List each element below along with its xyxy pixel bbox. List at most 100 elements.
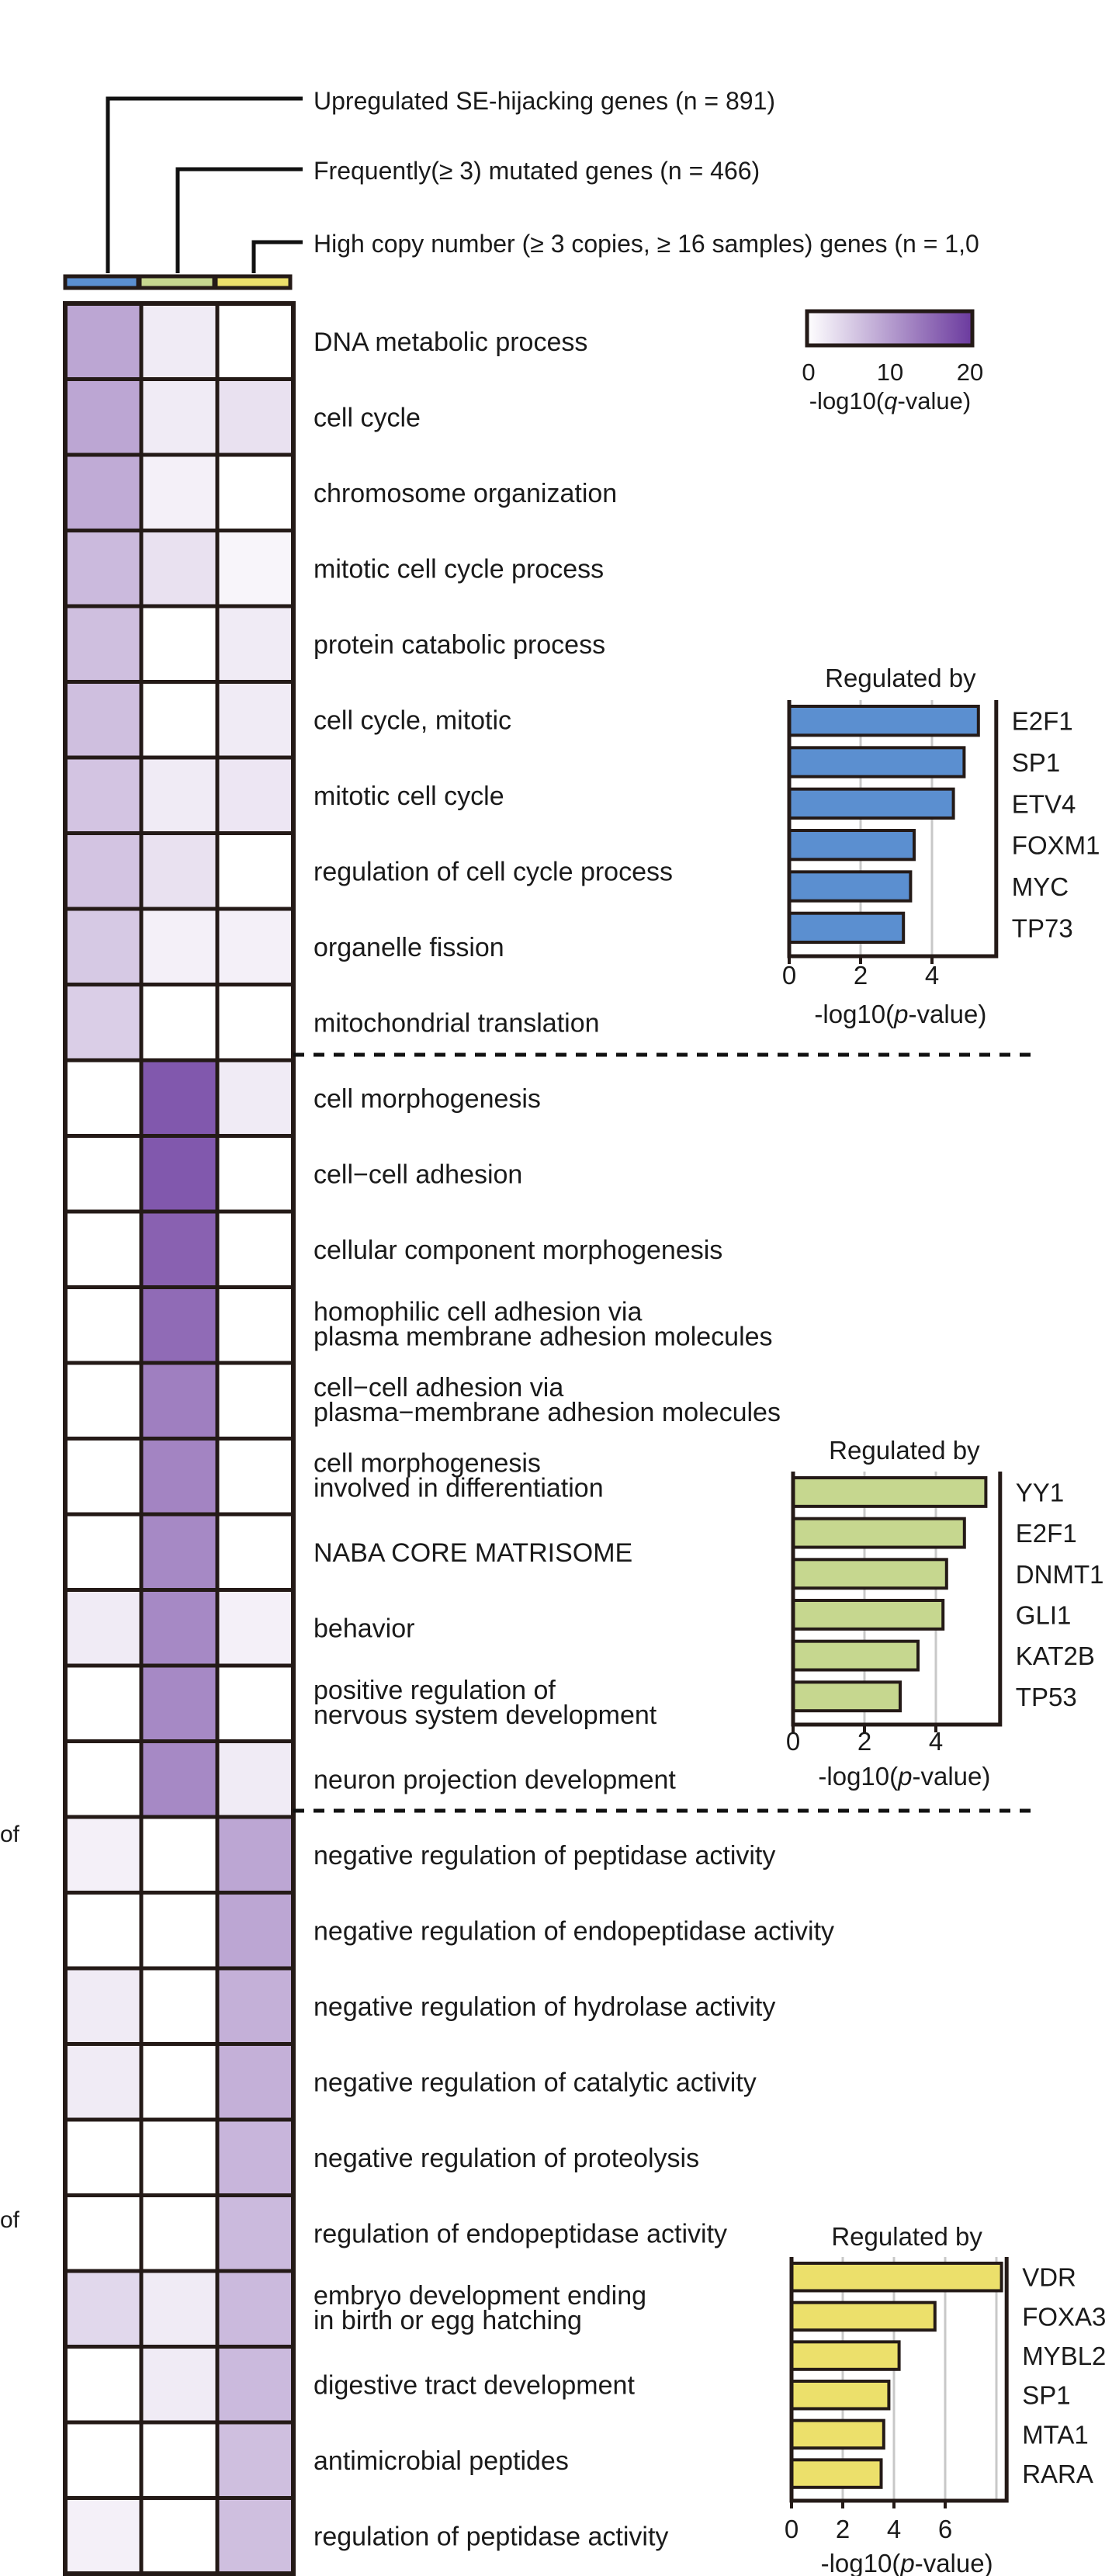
heatmap-cell-r18-c3: [215, 1588, 296, 1668]
heatmap-cell-r9-c1: [63, 907, 144, 986]
heatmap-cell-r3-c3: [215, 452, 296, 532]
tf-panel-1-label-etv4: ETV4: [1012, 789, 1076, 818]
heatmap-cell-r8-c2: [139, 831, 220, 911]
tf-panel-2-bar-dnmt1: [792, 1558, 948, 1590]
tf-panel-3-bar-mta1: [790, 2418, 885, 2450]
tf-panel-3-tick-4: 4: [887, 2515, 901, 2543]
heatmap-cell-r8-c3: [215, 831, 296, 911]
heatmap-cell-r6-c1: [63, 680, 144, 760]
tf-panel-1-xlabel: -log10(p-value): [814, 1000, 986, 1028]
tf-panel-2-tick-2: 2: [857, 1727, 871, 1756]
heatmap-cell-r20-c1: [63, 1739, 144, 1819]
heatmap-cell-r13-c2: [139, 1209, 220, 1289]
left-cutoff-label-1: of: [0, 1822, 20, 1847]
tf-panel-1-bar-tp73: [788, 911, 906, 944]
tf-panel-1-title: Regulated by: [825, 664, 976, 692]
heatmap-cell-r5-c1: [63, 604, 144, 684]
left-cutoff-label-2: of: [0, 2207, 20, 2233]
heatmap-cell-r4-c2: [139, 529, 220, 608]
tf-panel-3-tick-6: 6: [938, 2515, 952, 2543]
heatmap-cell-r27-c2: [139, 2269, 220, 2349]
tf-panel-3-tick-0: 0: [785, 2515, 799, 2543]
row-label-negative-regulation-of-endopeptidase-activity: negative regulation of endopeptidase act…: [314, 1916, 834, 1946]
tf-panel-2-label-dnmt1: DNMT1: [1016, 1560, 1104, 1589]
heatmap: [63, 301, 296, 2576]
header-connector-1: [106, 96, 303, 273]
heatmap-cell-r26-c2: [139, 2193, 220, 2273]
heatmap-cell-r7-c1: [63, 755, 144, 835]
row-label-regulation-of-peptidase-activity: regulation of peptidase activity: [314, 2522, 668, 2551]
row-label-cell-cell-adhesion: cell−cell adhesion: [314, 1160, 522, 1189]
heatmap-row-labels: DNA metabolic process cell cycle chromosom…: [314, 328, 834, 2552]
colorbar-tick-10: 10: [877, 359, 903, 386]
tf-panel-3-bar-sp1: [790, 2380, 891, 2411]
row-label-mitochondrial-translation: mitochondrial translation: [314, 1008, 600, 1038]
tf-panel-3-label-mta1: MTA1: [1022, 2420, 1089, 2449]
row-label-cell-morphogenesis: cell morphogenesis: [314, 1084, 541, 1114]
tf-panel-2-xlabel: -log10(p-value): [818, 1762, 990, 1791]
row-label-mitotic-cell-cycle-process: mitotic cell cycle process: [314, 554, 604, 584]
heatmap-cell-r22-c1: [63, 1891, 144, 1971]
heatmap-cell-r1-c2: [139, 301, 220, 381]
heatmap-cell-r12-c3: [215, 1134, 296, 1214]
row-label-antimicrobial-peptides: antimicrobial peptides: [314, 2446, 569, 2476]
row-label-digestive-tract-development: digestive tract development: [314, 2370, 635, 2400]
header-connectors: [106, 96, 303, 273]
tf-panel-1-label-tp73: TP73: [1012, 914, 1073, 942]
heatmap-cell-r27-c1: [63, 2269, 144, 2349]
heatmap-cell-r18-c2: [139, 1588, 220, 1668]
colorbar-tick-20: 20: [957, 359, 983, 386]
tf-panel-3-title: Regulated by: [831, 2222, 982, 2251]
heatmap-cell-r9-c2: [139, 907, 220, 986]
row-label-negative-regulation-of-catalytic-activity: negative regulation of catalytic activit…: [314, 2068, 757, 2097]
heatmap-cell-r10-c1: [63, 983, 144, 1063]
header-upregulated-se: Upregulated SE-hijacking genes (n = 891): [314, 87, 775, 115]
heatmap-cell-r6-c3: [215, 680, 296, 760]
heatmap-cell-r21-c2: [139, 1815, 220, 1895]
heatmap-cell-r11-c3: [215, 1058, 296, 1138]
heatmap-cell-r2-c3: [215, 377, 296, 457]
tf-panel-1-bar-e2f1: [788, 705, 980, 737]
heatmap-cell-r3-c1: [63, 452, 144, 532]
header-copy-number: High copy number (≥ 3 copies, ≥ 16 sampl…: [314, 230, 979, 258]
heatmap-cell-r15-c3: [215, 1361, 296, 1441]
heatmap-cell-r14-c2: [139, 1285, 220, 1365]
tf-panel-3-bar-vdr: [790, 2262, 1003, 2293]
tf-panel-2-tick-4: 4: [929, 1727, 943, 1756]
heatmap-cell-r22-c2: [139, 1891, 220, 1971]
heatmap-cell-r13-c1: [63, 1209, 144, 1289]
tf-panel-2-label-kat2b: KAT2B: [1016, 1642, 1095, 1670]
heatmap-cell-r4-c3: [215, 529, 296, 608]
heatmap-cell-r20-c3: [215, 1739, 296, 1819]
row-label-regulation-of-cell-cycle-process: regulation of cell cycle process: [314, 857, 673, 886]
column-color-bars: [63, 274, 293, 290]
heatmap-cell-r2-c1: [63, 377, 144, 457]
header-mutated-genes: Frequently(≥ 3) mutated genes (n = 466): [314, 157, 760, 185]
colorbar-label-suffix: -value): [897, 387, 971, 414]
heatmap-cell-r19-c2: [139, 1663, 220, 1743]
row-label-neuron-projection-development: neuron projection development: [314, 1765, 676, 1794]
tf-panel-3-frame: [789, 2257, 1009, 2503]
heatmap-cell-r24-c1: [63, 2042, 144, 2122]
heatmap-cell-r19-c3: [215, 1663, 296, 1743]
row-label-negative-regulation-of-proteolysis: negative regulation of proteolysis: [314, 2144, 699, 2173]
heatmap-cell-r25-c2: [139, 2117, 220, 2197]
heatmap-cell-r23-c3: [215, 1966, 296, 2046]
row-label-organelle-fission: organelle fission: [314, 933, 504, 962]
heatmap-cell-r24-c2: [139, 2042, 220, 2122]
tf-panel-2-bar-kat2b: [792, 1639, 920, 1672]
heatmap-cell-r18-c1: [63, 1588, 144, 1668]
row-label-behavior: behavior: [314, 1614, 414, 1643]
heatmap-cell-r12-c1: [63, 1134, 144, 1214]
heatmap-cell-r20-c2: [139, 1739, 220, 1819]
tf-panel-2-label-e2f1: E2F1: [1016, 1519, 1077, 1548]
tf-panel-2-label-tp53: TP53: [1016, 1683, 1077, 1711]
heatmap-cell-r28-c3: [215, 2345, 296, 2425]
heatmap-cell-r29-c2: [139, 2420, 220, 2500]
colorbar-label-prefix: -log10(: [809, 387, 885, 414]
heatmap-cell-r26-c3: [215, 2193, 296, 2273]
header-connector-2: [175, 167, 303, 273]
tf-panel-1-tick-4: 4: [925, 961, 939, 990]
tf-panel-3-bar-foxa3: [790, 2300, 937, 2332]
